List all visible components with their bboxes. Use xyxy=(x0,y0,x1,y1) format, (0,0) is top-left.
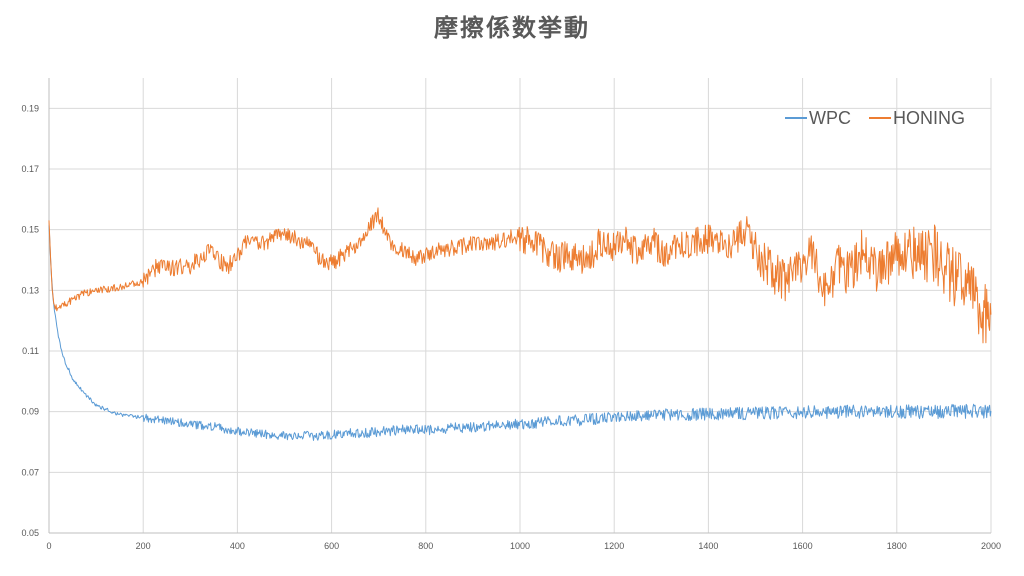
legend-label-honing: HONING xyxy=(893,108,965,128)
y-tick-label: 0.07 xyxy=(21,467,39,477)
y-tick-label: 0.19 xyxy=(21,103,39,113)
x-tick-label: 0 xyxy=(46,541,51,551)
x-tick-label: 600 xyxy=(324,541,339,551)
y-tick-label: 0.11 xyxy=(22,346,39,356)
x-tick-label: 2000 xyxy=(981,541,1001,551)
legend-label-wpc: WPC xyxy=(809,108,851,128)
chart-title: 摩擦係数挙動 xyxy=(434,14,590,42)
y-tick-label: 0.15 xyxy=(21,225,39,235)
series-line-honing xyxy=(48,207,992,344)
x-tick-label: 200 xyxy=(136,541,151,551)
x-tick-label: 1800 xyxy=(887,541,907,551)
x-tick-label: 1000 xyxy=(510,541,530,551)
x-tick-label: 400 xyxy=(230,541,245,551)
y-tick-label: 0.05 xyxy=(21,528,39,538)
y-tick-label: 0.09 xyxy=(21,407,39,417)
y-tick-label: 0.13 xyxy=(21,285,39,295)
y-tick-label: 0.17 xyxy=(21,164,39,174)
x-tick-label: 1600 xyxy=(793,541,813,551)
x-tick-label: 800 xyxy=(418,541,433,551)
x-tick-label: 1400 xyxy=(698,541,718,551)
x-tick-label: 1200 xyxy=(604,541,624,551)
series-line-wpc xyxy=(48,225,992,441)
